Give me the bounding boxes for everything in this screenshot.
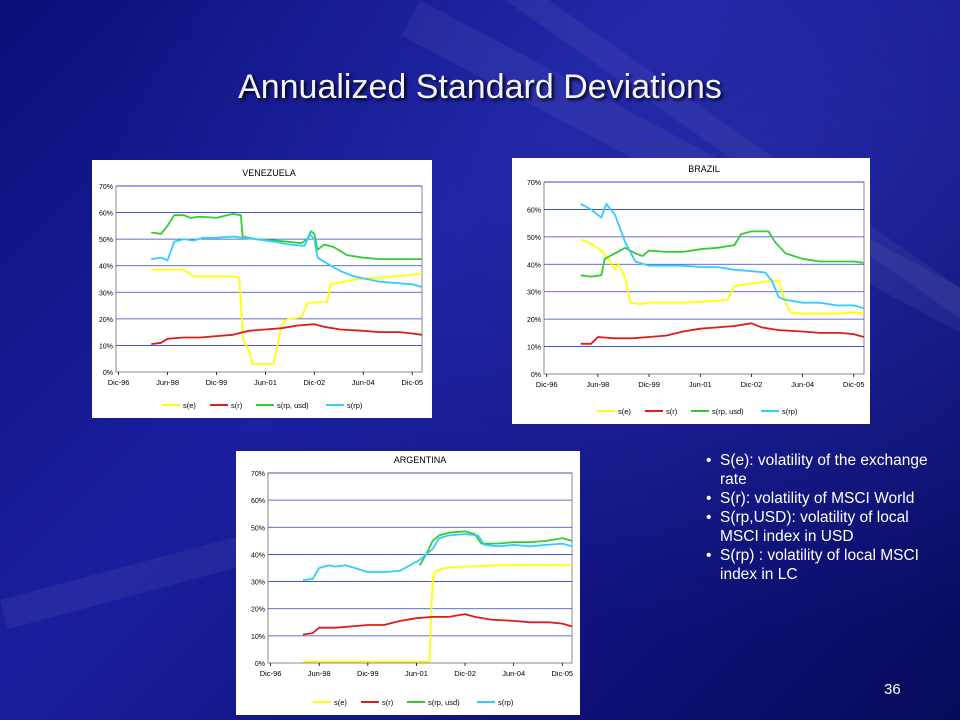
y-tick-label: 0% [103,370,113,377]
legend-label: s(rp) [782,407,798,416]
legend-label: s(rp, usd) [428,698,460,707]
x-tick-label: Jun-04 [791,380,814,389]
slide-title: Annualized Standard Deviations [238,68,722,106]
legend-label: s(r) [231,401,243,410]
plot-area [115,185,423,373]
series-line-s-r [302,613,573,636]
chart-venezuela: VENEZUELA 0% 10% 20% 30% 40% 50% 60% 70% Dic-96 Ju… [92,160,432,418]
legend-label: s(rp) [347,401,363,410]
y-tick-label: 60% [251,498,265,505]
series-line-s-rp-usd [580,230,865,278]
legend-label: s(rp, usd) [712,407,744,416]
x-tick-label: Dic-02 [741,380,763,389]
x-tick-label: Dic-96 [260,669,282,678]
y-tick-label: 10% [527,345,541,352]
chart-brazil: BRAZIL 0% 10% 20% 30% 40% 50% 60% 70% Dic-96 Jun-9… [512,158,870,424]
y-tick-label: 30% [99,290,113,297]
x-tick-label: Jun-98 [156,378,179,387]
y-tick-label: 60% [527,207,541,214]
legend-notes: S(e): volatility of the exchange rate S(… [706,451,936,584]
y-tick-label: 0% [531,372,541,379]
chart-title: VENEZUELA [242,168,296,178]
legend-label: s(e) [183,401,196,410]
note-item: S(rp,USD): volatility of local MSCI inde… [706,508,936,546]
x-tick-label: Dic-02 [304,378,326,387]
x-tick-label: Jun-04 [352,378,375,387]
note-item: S(rp) : volatility of local MSCI index i… [706,546,936,584]
y-tick-label: 10% [251,634,265,641]
x-tick-label: Dic-99 [357,669,379,678]
y-tick-label: 60% [99,211,113,218]
legend-label: s(r) [666,407,678,416]
y-tick-label: 70% [527,180,541,187]
x-tick-label: Dic-05 [843,380,865,389]
chart-argentina: ARGENTINA 0% 10% 20% 30% 40% 50% 60% 70% Dic-96 Ju… [236,451,580,715]
note-item: S(e): volatility of the exchange rate [706,451,936,489]
chart-title: BRAZIL [688,164,720,174]
legend-label: s(rp, usd) [277,401,309,410]
legend-label: s(e) [618,407,631,416]
series-line-s-r [580,322,865,345]
series-line-s-rp [580,203,865,310]
y-tick-label: 70% [251,471,265,478]
series-line-s-rp-usd [151,213,422,260]
plot-area [267,472,573,664]
series-line-s-rp-usd [418,530,573,566]
y-tick-label: 30% [251,580,265,587]
y-tick-label: 50% [99,237,113,244]
chart-svg: VENEZUELA 0% 10% 20% 30% 40% 50% 60% 70% Dic-96 Ju… [92,160,432,418]
series-line-s-e [151,268,423,365]
series-line-s-r [151,323,423,345]
y-tick-label: 40% [99,264,113,271]
x-tick-label: Jun-98 [586,380,609,389]
series-line-s-rp [302,533,573,582]
y-tick-label: 30% [527,290,541,297]
series-line-s-e [580,238,865,315]
y-tick-label: 20% [251,607,265,614]
x-tick-label: Jun-04 [502,669,525,678]
y-tick-label: 40% [527,262,541,269]
x-tick-label: Jun-01 [689,380,712,389]
x-tick-label: Dic-96 [108,378,130,387]
x-tick-label: Dic-96 [536,380,558,389]
x-tick-label: Dic-02 [454,669,476,678]
series-line-s-rp [151,232,423,288]
chart-svg: BRAZIL 0% 10% 20% 30% 40% 50% 60% 70% Dic-96 Jun-9… [512,158,870,424]
y-tick-label: 70% [99,184,113,191]
x-tick-label: Jun-98 [308,669,331,678]
y-tick-label: 20% [99,317,113,324]
x-tick-label: Jun-01 [254,378,277,387]
x-tick-label: Dic-99 [638,380,660,389]
chart-title: ARGENTINA [394,455,447,465]
note-item: S(r): volatility of MSCI World [706,489,936,508]
y-tick-label: 20% [527,317,541,324]
legend-label: s(r) [382,698,394,707]
x-tick-label: Dic-05 [401,378,423,387]
page-number: 36 [884,681,901,698]
y-tick-label: 0% [255,661,265,668]
chart-svg: ARGENTINA 0% 10% 20% 30% 40% 50% 60% 70% Dic-96 Ju… [236,451,580,715]
y-tick-label: 50% [251,525,265,532]
y-tick-label: 10% [99,343,113,350]
series-line-s-e [303,564,572,663]
y-tick-label: 50% [527,235,541,242]
legend-label: s(rp) [498,698,514,707]
legend-label: s(e) [334,698,347,707]
y-tick-label: 40% [251,552,265,559]
x-tick-label: Jun-01 [405,669,428,678]
x-tick-label: Dic-05 [551,669,573,678]
x-tick-label: Dic-99 [206,378,228,387]
